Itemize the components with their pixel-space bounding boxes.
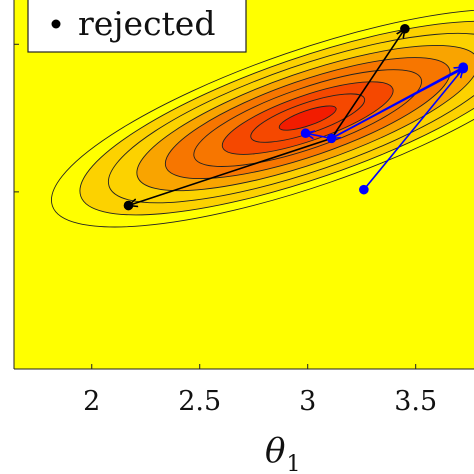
contour-level-9: [278, 105, 337, 131]
x-ticks: 2 2.5 3 3.5: [83, 364, 437, 417]
legend-box: [27, 0, 247, 53]
x-axis-label: θ1: [265, 431, 300, 474]
arrow-layer: [128, 29, 463, 206]
legend-marker-rejected: [51, 19, 61, 29]
x-tick-label-1: 2: [83, 386, 100, 417]
legend-label-rejected: rejected: [78, 4, 215, 43]
accepted-point-3: [326, 133, 337, 144]
arrow-1: [363, 69, 463, 191]
arrow-4: [331, 67, 463, 140]
accepted-point-4: [300, 128, 311, 139]
x-tick-label-4: 3.5: [394, 386, 437, 417]
point-layer: [123, 23, 469, 211]
axes: 2 2.5 3 3.5 θ1: [13, 0, 474, 474]
arrow-5: [128, 137, 332, 205]
x-tick-label-3: 3: [299, 386, 316, 417]
x-tick-label-2: 2.5: [178, 386, 221, 417]
rejected-point-2: [400, 23, 410, 34]
rejected-point-1: [123, 200, 134, 211]
y-ticks: [14, 43, 19, 193]
legend: rejected: [27, 0, 247, 53]
arrow-6: [330, 29, 404, 139]
accepted-point-1: [359, 184, 369, 195]
accepted-point-5: [458, 62, 469, 72]
contour-layer: [51, 8, 474, 228]
